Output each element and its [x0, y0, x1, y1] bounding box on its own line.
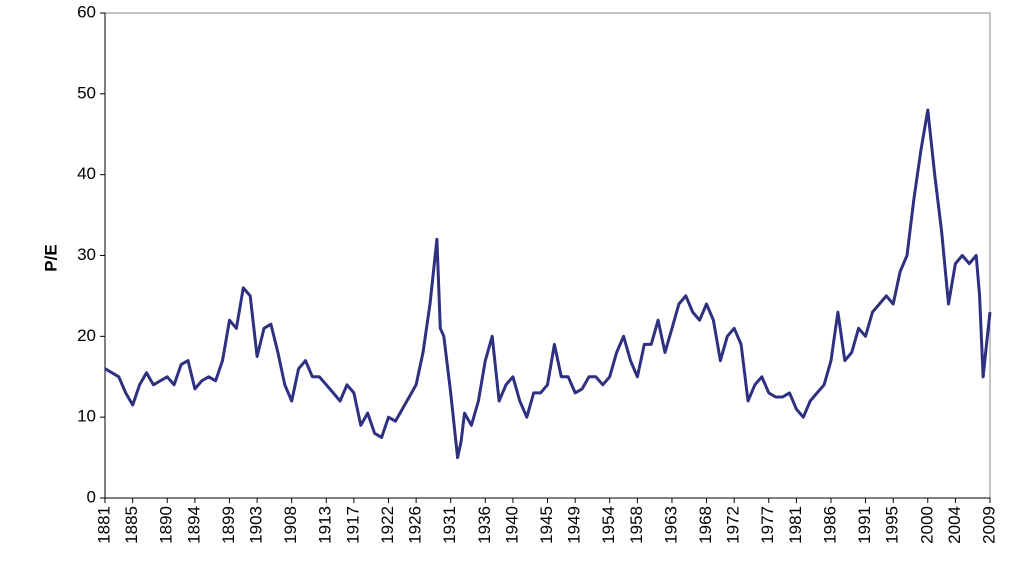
x-tick-label: 1890	[157, 506, 176, 544]
x-tick-label: 1885	[122, 506, 141, 544]
y-tick-label: 20	[77, 326, 96, 345]
y-tick-label: 10	[77, 407, 96, 426]
x-tick-label: 1926	[406, 506, 425, 544]
x-tick-label: 1908	[281, 506, 300, 544]
y-axis-label: P/E	[41, 244, 60, 271]
y-tick-label: 60	[77, 2, 96, 21]
y-tick-label: 50	[77, 83, 96, 102]
x-tick-label: 1940	[502, 506, 521, 544]
x-tick-label: 1981	[786, 506, 805, 544]
y-tick-label: 30	[77, 245, 96, 264]
x-tick-label: 1913	[316, 506, 335, 544]
y-tick-label: 40	[77, 164, 96, 183]
x-tick-label: 1949	[565, 506, 584, 544]
x-tick-label: 2000	[917, 506, 936, 544]
x-tick-label: 1945	[537, 506, 556, 544]
x-tick-label: 1968	[696, 506, 715, 544]
x-tick-label: 1958	[627, 506, 646, 544]
x-tick-label: 1917	[343, 506, 362, 544]
x-tick-label: 1903	[247, 506, 266, 544]
x-tick-label: 1881	[94, 506, 113, 544]
x-tick-label: 1972	[724, 506, 743, 544]
plot-frame	[104, 12, 991, 499]
series-line	[104, 108, 992, 460]
x-tick-label: 1977	[758, 506, 777, 544]
x-tick-label: 1986	[820, 506, 839, 544]
x-tick-label: 1936	[475, 506, 494, 544]
x-tick-label: 1991	[855, 506, 874, 544]
x-tick-label: 1899	[219, 506, 238, 544]
x-tick-label: 2009	[979, 506, 998, 544]
x-tick-label: 1931	[440, 506, 459, 544]
x-tick-label: 1995	[883, 506, 902, 544]
x-tick-label: 1894	[184, 506, 203, 544]
x-tick-label: 1922	[378, 506, 397, 544]
y-tick-label: 0	[87, 487, 96, 506]
x-tick-label: 1954	[599, 506, 618, 544]
x-tick-label: 2004	[945, 506, 964, 544]
x-tick-label: 1963	[661, 506, 680, 544]
